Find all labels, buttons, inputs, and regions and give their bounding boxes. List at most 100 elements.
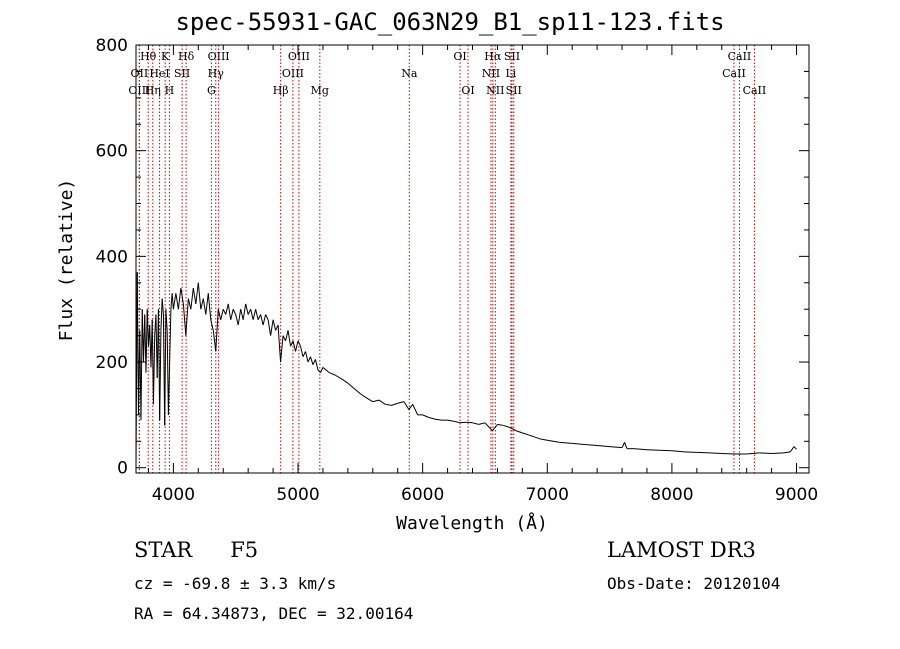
flux-segment — [292, 340, 297, 352]
spectral-line-label: SII — [174, 67, 190, 80]
flux-segment — [624, 442, 628, 449]
spectral-line-label: Hθ — [140, 50, 157, 63]
flux-segment — [164, 309, 167, 426]
flux-segment — [366, 397, 374, 403]
flux-segment — [255, 309, 259, 320]
flux-segment — [472, 422, 479, 425]
flux-segment — [547, 439, 560, 443]
flux-segment — [314, 359, 319, 371]
flux-segment — [245, 303, 249, 315]
flux-segment — [503, 424, 511, 429]
flux-segment — [242, 303, 247, 320]
flux-segment — [310, 356, 314, 365]
flux-segment — [295, 340, 299, 352]
spectral-line-label: SII — [506, 84, 522, 97]
object-info: STAR F5 — [134, 538, 296, 562]
flux-segment — [372, 399, 380, 403]
flux-segment — [185, 298, 189, 336]
spectral-line-label: CaII — [728, 50, 752, 63]
x-tick-label: 6000 — [401, 485, 444, 505]
flux-segment — [783, 451, 791, 454]
flux-segment — [200, 298, 204, 310]
flux-segment — [584, 443, 598, 447]
flux-segment — [205, 293, 209, 315]
spectral-line-label: HeI — [149, 67, 169, 80]
flux-segment — [453, 420, 461, 424]
flux-segment — [202, 298, 207, 315]
flux-segment — [347, 382, 355, 389]
x-tick-label: 8000 — [650, 485, 693, 505]
spectral-line-label: Li — [505, 67, 516, 80]
flux-segment — [385, 403, 392, 406]
flux-segment — [140, 309, 143, 421]
flux-segment — [180, 287, 184, 304]
flux-segment — [192, 287, 197, 304]
flux-segment — [280, 335, 284, 363]
flux-segment — [540, 438, 548, 441]
y-tick-label: 0 — [117, 459, 128, 479]
flux-segment — [528, 434, 535, 438]
flux-segment — [305, 351, 309, 363]
flux-segment — [222, 308, 227, 315]
flux-segment — [696, 451, 710, 454]
spectral-line-label: CaII — [743, 84, 767, 97]
spectral-line-label: OIII — [288, 50, 310, 63]
flux-segment — [215, 309, 219, 352]
y-tick-label: 800 — [96, 36, 128, 56]
spectral-line-label: Hγ — [208, 67, 225, 80]
flux-segment — [609, 446, 623, 449]
flux-segment — [721, 452, 735, 455]
flux-segment — [353, 388, 361, 395]
flux-segment — [197, 282, 202, 310]
spectral-line-label: Hβ — [273, 84, 289, 97]
flux-segment — [282, 335, 287, 342]
flux-segment — [307, 356, 311, 363]
flux-segment — [422, 414, 430, 418]
flux-segment — [146, 309, 149, 347]
flux-segment — [227, 303, 232, 320]
flux-segment — [509, 427, 517, 432]
flux-segment — [177, 288, 182, 310]
flux-segment — [522, 432, 529, 436]
flux-segment — [161, 298, 164, 315]
flux-segment — [684, 451, 697, 453]
flux-segment — [789, 446, 795, 453]
y-tick-label: 200 — [96, 353, 128, 373]
x-tick-label: 5000 — [276, 485, 319, 505]
flux-segment — [285, 330, 289, 342]
flux-segment — [397, 401, 405, 404]
flux-segment — [169, 309, 172, 363]
redshift-cz: cz = -69.8 ± 3.3 km/s — [134, 574, 337, 593]
flux-segment — [793, 446, 797, 450]
flux-segment — [235, 314, 239, 326]
plot-frame — [135, 44, 810, 474]
x-axis-label: Wavelength (Å) — [396, 512, 548, 534]
flux-segment — [190, 288, 194, 310]
spectral-line-label: SII — [504, 50, 520, 63]
flux-segment — [412, 404, 419, 416]
flux-segment — [378, 399, 386, 405]
flux-segment — [207, 293, 212, 320]
flux-segment — [447, 419, 454, 422]
flux-segment — [175, 293, 179, 310]
flux-segment — [265, 314, 269, 320]
flux-segment — [145, 309, 148, 373]
flux-segment — [270, 319, 274, 336]
flux-segment — [572, 442, 585, 445]
flux-segment — [230, 309, 234, 320]
flux-segment — [428, 417, 436, 420]
flux-segment — [165, 309, 168, 331]
flux-segment — [160, 298, 163, 331]
flux-segment — [634, 448, 648, 451]
flux-segment — [252, 309, 257, 320]
flux-segment — [172, 293, 177, 310]
spectral-line-label: OII — [131, 67, 149, 80]
flux-segment — [515, 430, 523, 434]
axis-ticks-layer: 4000 5000 6000 7000 8000 9000 0 200 400 600 800 — [96, 36, 819, 505]
flux-segment — [360, 393, 367, 399]
spectral-line-label: CaII — [722, 67, 746, 80]
flux-segment — [225, 303, 229, 315]
flux-segment — [466, 421, 473, 424]
object-class: STAR — [134, 538, 193, 562]
